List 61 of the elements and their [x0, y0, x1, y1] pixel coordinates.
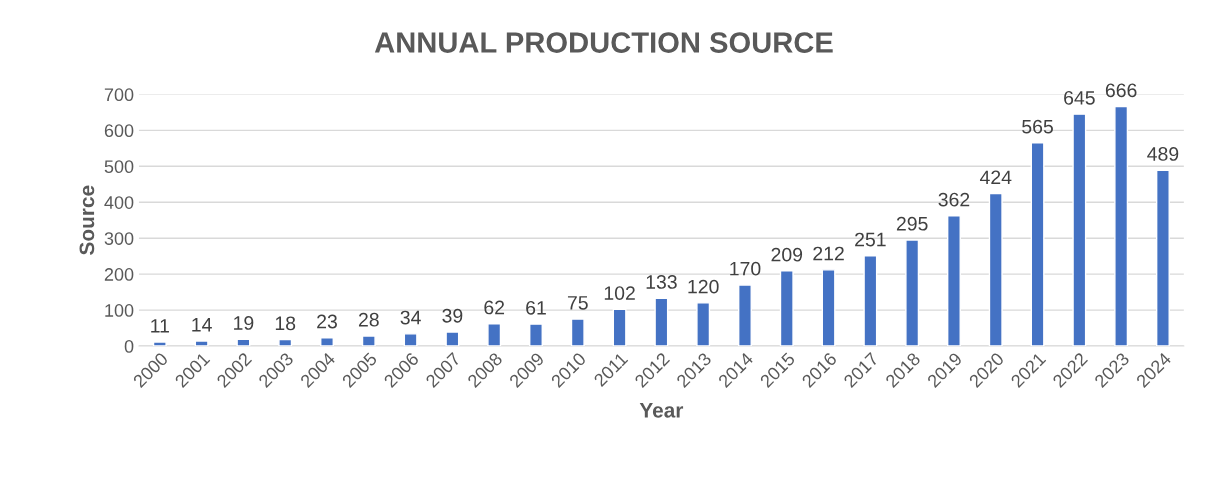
data-label: 11: [151, 319, 169, 333]
data-label: 18: [275, 316, 296, 331]
data-label: 170: [730, 261, 761, 276]
data-label: 120: [688, 279, 719, 294]
bar: [1072, 113, 1087, 347]
data-label: 133: [646, 275, 677, 289]
bar: [905, 239, 920, 347]
bar: [529, 323, 543, 347]
bar: [738, 284, 752, 347]
data-label: 102: [604, 286, 635, 300]
data-label: 61: [526, 300, 546, 315]
bar: [320, 337, 334, 347]
bar: [988, 192, 1003, 347]
data-label: 565: [1022, 119, 1053, 134]
data-label: 62: [484, 300, 505, 315]
data-label: 14: [192, 318, 212, 332]
data-label: 424: [979, 170, 1012, 185]
y-tick-label: 0: [124, 339, 134, 353]
data-label: 666: [1105, 83, 1137, 98]
bar: [1030, 142, 1045, 347]
bar: [779, 270, 794, 347]
bar: [1155, 169, 1170, 347]
data-label: 23: [317, 314, 337, 329]
y-tick-label: 600: [104, 124, 134, 138]
data-label: 34: [400, 310, 421, 325]
y-tick-label: 300: [104, 232, 134, 245]
bar: [403, 333, 418, 347]
y-tick-label: 100: [105, 304, 134, 317]
y-tick-label: 400: [104, 196, 134, 209]
data-label: 39: [442, 308, 463, 323]
bar: [821, 269, 836, 347]
bar: [1114, 105, 1129, 347]
bar: [612, 308, 627, 347]
bar: [570, 318, 585, 347]
bar: [863, 255, 878, 347]
data-label: 251: [855, 232, 886, 247]
bar: [696, 302, 711, 347]
bar: [487, 323, 502, 347]
bar: [278, 338, 293, 347]
bar: [946, 215, 961, 347]
bar: [361, 335, 376, 347]
y-tick-label: 200: [104, 268, 134, 281]
data-label: 75: [567, 296, 588, 310]
bar: [654, 297, 669, 347]
data-label: 645: [1064, 90, 1095, 105]
bar: [152, 341, 167, 347]
data-label: 295: [896, 216, 928, 231]
y-tick-label: 700: [104, 88, 134, 102]
chart-title: ANNUAL PRODUCTION SOURCE: [374, 32, 833, 53]
y-tick-label: 500: [104, 160, 134, 174]
bar: [445, 331, 460, 347]
data-label: 212: [813, 246, 844, 261]
data-label: 489: [1147, 147, 1179, 161]
data-label: 209: [771, 247, 803, 262]
data-label: 362: [938, 192, 970, 207]
x-axis-title: Year: [639, 403, 684, 418]
y-axis-title: Source: [79, 185, 95, 255]
data-label: 28: [358, 312, 379, 327]
data-label: 19: [234, 316, 254, 330]
bar: [236, 338, 251, 347]
bar: [194, 340, 209, 347]
